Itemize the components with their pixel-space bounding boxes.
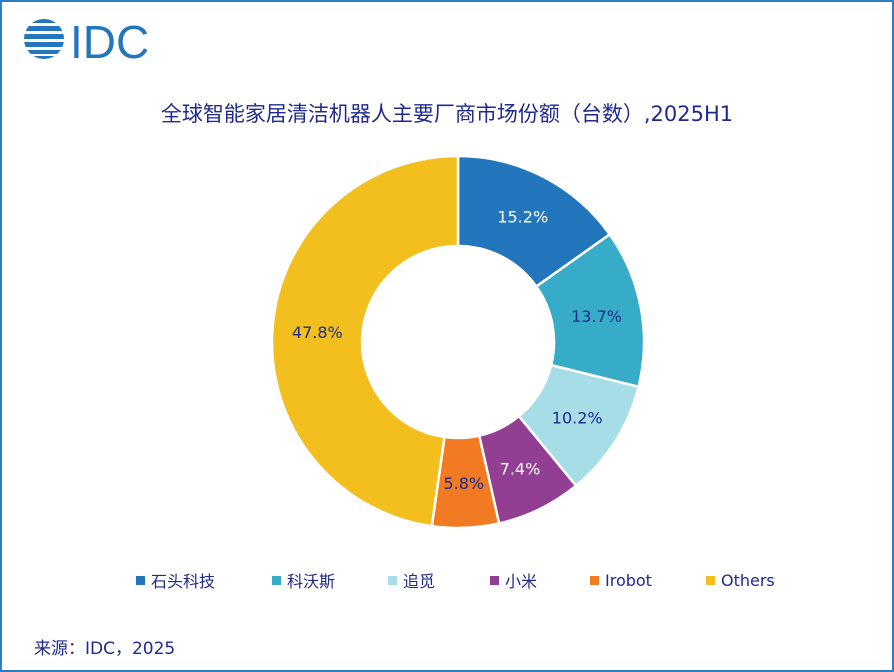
data-label: 47.8% — [292, 323, 343, 342]
donut-chart: 15.2% 13.7% 10.2% 7.4% 5.8% 47.8% — [270, 154, 646, 530]
slice-5 — [270, 154, 460, 528]
legend-item: 科沃斯 — [272, 568, 388, 592]
chart-title: 全球智能家居清洁机器人主要厂商市场份额（台数）,2025H1 — [160, 102, 734, 126]
legend-swatch — [490, 575, 499, 585]
legend-label: 科沃斯 — [287, 572, 336, 591]
legend-label: 石头科技 — [151, 572, 216, 591]
idc-logo: IDC — [24, 16, 149, 64]
data-label: 7.4% — [500, 460, 541, 479]
legend-label: Irobot — [605, 570, 652, 590]
data-label: 13.7% — [571, 307, 622, 326]
legend-label: 小米 — [505, 572, 538, 591]
legend-item: 小米 — [490, 568, 590, 592]
legend: 石头科技 科沃斯 追觅 小米 Irobot Others — [136, 568, 786, 592]
legend-item: Others — [706, 568, 786, 592]
legend-swatch — [388, 575, 397, 585]
legend-swatch — [136, 575, 145, 585]
source-note: 来源：IDC，2025 — [34, 639, 176, 659]
legend-item: 追觅 — [388, 568, 490, 592]
data-label: 10.2% — [552, 408, 603, 427]
data-label: 15.2% — [497, 208, 548, 227]
legend-swatch — [590, 575, 599, 585]
logo-text: IDC — [70, 16, 149, 64]
legend-swatch — [706, 575, 715, 585]
legend-item: 石头科技 — [136, 568, 272, 592]
legend-label: 追觅 — [403, 572, 436, 591]
legend-item: Irobot — [590, 568, 706, 592]
data-label: 5.8% — [443, 474, 484, 493]
legend-label: Others — [721, 570, 775, 590]
legend-swatch — [272, 575, 281, 585]
